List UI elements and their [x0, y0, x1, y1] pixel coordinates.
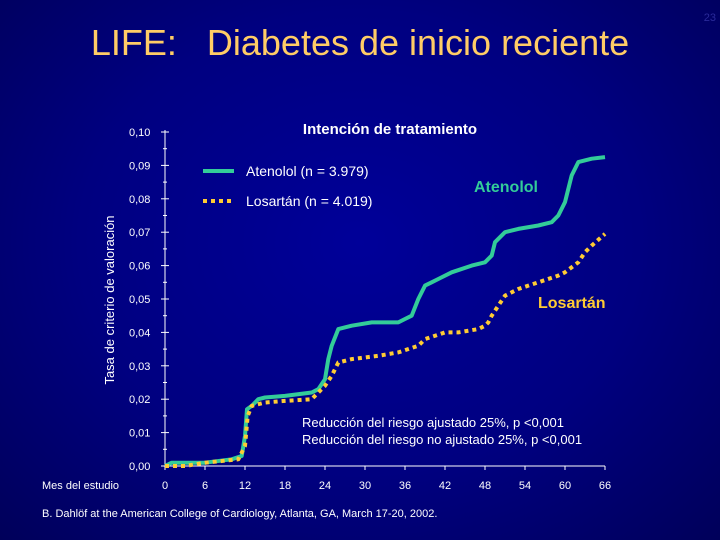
y-tick-label: 0,04: [129, 327, 150, 339]
y-tick-label: 0,09: [129, 160, 150, 172]
y-tick-label: 0,10: [129, 127, 150, 139]
x-axis-title: Mes del estudio: [42, 480, 119, 492]
x-tick-label: 30: [359, 480, 371, 492]
y-axis-title: Tasa de criterio de valoración: [102, 215, 117, 384]
x-tick-label: 36: [399, 480, 411, 492]
x-tick-label: 18: [279, 480, 291, 492]
x-tick-label: 60: [559, 480, 571, 492]
risk-reduction-unadjusted: Reducción del riesgo no ajustado 25%, p …: [302, 432, 582, 447]
y-tick-label: 0,00: [129, 461, 150, 473]
losartan-label: Losartán: [538, 295, 606, 312]
slide-title: LIFE: Diabetes de inicio reciente: [90, 22, 630, 63]
y-tick-label: 0,01: [129, 428, 150, 440]
chart-title: Intención de tratamiento: [303, 121, 477, 138]
x-tick-label: 0: [162, 480, 168, 492]
slide-number: 23: [703, 12, 716, 24]
y-tick-label: 0,07: [129, 227, 150, 239]
y-tick-label: 0,02: [129, 394, 150, 406]
legend-entry: Losartán (n = 4.019): [246, 193, 372, 209]
y-tick-label: 0,03: [129, 361, 150, 373]
y-tick-label: 0,08: [129, 194, 150, 206]
y-tick-label: 0,05: [129, 294, 150, 306]
x-tick-label: 12: [239, 480, 251, 492]
x-tick-label: 6: [202, 480, 208, 492]
x-tick-label: 54: [519, 480, 531, 492]
chart-series: [164, 155, 607, 468]
x-tick-label: 66: [599, 480, 611, 492]
risk-reduction-adjusted: Reducción del riesgo ajustado 25%, p <0,…: [302, 415, 564, 430]
chart-axes: 0,00 0,01 0,02 0,03 0,04 0,05 0,06 0,07 0,08 0,09…: [42, 127, 611, 492]
legend-entry: Atenolol (n = 3.979): [246, 163, 369, 179]
atenolol-label: Atenolol: [474, 179, 538, 196]
y-tick-label: 0,06: [129, 261, 150, 273]
citation: B. Dahlöf at the American College of Car…: [42, 508, 438, 520]
x-tick-label: 48: [479, 480, 491, 492]
chart-labels: Intención de tratamiento Atenolol (n = 3.…: [203, 121, 606, 447]
series-line-atenolol: [164, 155, 606, 468]
x-tick-label: 42: [439, 480, 451, 492]
x-tick-label: 24: [319, 480, 331, 492]
